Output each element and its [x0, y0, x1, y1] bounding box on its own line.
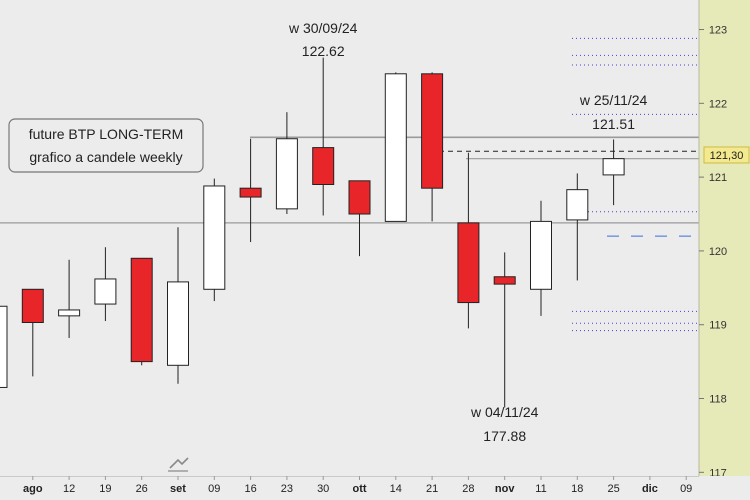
candle	[130, 257, 153, 366]
candle-body	[457, 222, 480, 304]
candle	[566, 173, 589, 281]
candle	[167, 227, 189, 384]
candle-body	[348, 180, 371, 215]
x-tick-label: 11	[535, 483, 546, 495]
chart-subtitle: grafico a candele weekly	[29, 149, 182, 165]
candle-body	[530, 220, 552, 290]
x-tick-label: ott	[352, 483, 366, 495]
x-tick-label: 30	[317, 483, 329, 495]
x-tick-label: 18	[571, 483, 583, 495]
candle	[421, 72, 444, 222]
annotation-value: 121.51	[592, 116, 635, 132]
candle-body	[94, 278, 117, 305]
candle-body	[312, 147, 335, 185]
candle-body	[493, 276, 516, 285]
candle-body	[239, 187, 262, 198]
x-tick-label: 14	[390, 483, 402, 495]
annotation-value: 177.88	[483, 428, 526, 444]
chart-title-box: future BTP LONG-TERM grafico a candele w…	[8, 118, 204, 173]
x-tick-label: 19	[99, 483, 111, 495]
candle-body	[130, 257, 153, 363]
candle-body	[566, 189, 589, 221]
candle-body	[421, 73, 444, 189]
y-tick-label: 122	[709, 98, 727, 110]
price-tag: 121,30	[703, 146, 750, 164]
price-tag-label: 121,30	[710, 150, 744, 162]
horizontal-levels	[0, 37, 699, 332]
candle	[275, 112, 298, 215]
x-tick-label: 09	[680, 483, 692, 495]
candle	[384, 72, 407, 222]
y-tick-label: 121	[709, 172, 727, 184]
chart-title: future BTP LONG-TERM	[29, 126, 184, 142]
candle	[493, 252, 516, 408]
candle	[457, 152, 480, 329]
candle	[21, 288, 44, 377]
x-tick-label: 26	[136, 483, 148, 495]
x-tick-label: 21	[426, 483, 438, 495]
candle-body	[384, 73, 407, 222]
candle	[239, 138, 262, 243]
annotation-date: w 30/09/24	[288, 20, 358, 36]
candle	[312, 57, 335, 216]
y-tick-label: 119	[709, 320, 727, 332]
annotation-date: w 04/11/24	[470, 404, 539, 420]
candle-body	[21, 288, 44, 323]
x-axis-band	[0, 476, 750, 500]
y-tick-label: 123	[709, 25, 727, 37]
candle-body	[167, 281, 189, 366]
x-tick-label: ago	[23, 483, 43, 495]
y-tick-label: 118	[709, 394, 727, 406]
x-tick-label: dic	[642, 483, 658, 495]
annotations: w 30/09/24 122.62 w 25/11/24 121.51 w 04/11/…	[288, 20, 648, 444]
x-tick-label: nov	[495, 483, 515, 495]
title-box-border	[8, 118, 204, 173]
x-tick-label: set	[170, 483, 186, 495]
candle	[530, 200, 552, 316]
candle-body	[58, 309, 81, 317]
candles	[0, 57, 625, 408]
candle	[0, 305, 8, 388]
candle	[94, 247, 117, 322]
candle-body	[602, 158, 625, 176]
trendline-tool-icon[interactable]	[168, 457, 189, 472]
candle-body	[203, 185, 226, 290]
x-tick-label: 09	[208, 483, 220, 495]
candle-body	[0, 305, 8, 388]
candle	[602, 139, 625, 206]
x-tick-label: 28	[462, 483, 474, 495]
x-tick-label: 23	[281, 483, 293, 495]
x-tick-label: 25	[607, 483, 619, 495]
candle	[348, 180, 371, 257]
annotation-date: w 25/11/24	[579, 92, 648, 108]
annotation-value: 122.62	[302, 43, 345, 59]
price-tag-box	[703, 146, 750, 164]
x-tick-label: 16	[244, 483, 256, 495]
y-axis-panel	[699, 0, 750, 500]
x-axis: 9ago121926set09162330ott142128nov111825d…	[0, 476, 750, 500]
candle	[58, 259, 81, 338]
candle-body	[275, 138, 298, 210]
y-tick-label: 120	[709, 246, 727, 258]
x-tick-label: 12	[63, 483, 75, 495]
candle	[203, 178, 226, 302]
